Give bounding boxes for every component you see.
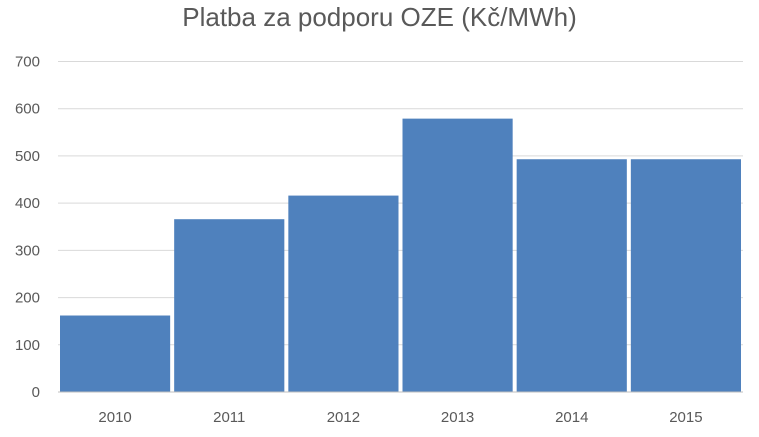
x-tick-label: 2014 <box>555 409 588 426</box>
bar-2012 <box>288 195 399 392</box>
y-tick-label: 500 <box>15 148 40 165</box>
bar-2013 <box>402 118 513 393</box>
x-tick-label: 2013 <box>441 409 474 426</box>
bar-2011 <box>174 219 285 392</box>
y-tick-label: 200 <box>15 290 40 307</box>
y-tick-label: 0 <box>32 384 40 401</box>
y-tick-label: 700 <box>15 54 40 71</box>
bar-2014 <box>516 159 627 392</box>
y-tick-label: 300 <box>15 242 40 259</box>
y-tick-label: 400 <box>15 195 40 212</box>
x-tick-label: 2010 <box>98 409 131 426</box>
y-tick-label: 600 <box>15 101 40 118</box>
x-tick-label: 2012 <box>327 409 360 426</box>
bar-2010 <box>60 315 171 392</box>
chart-title: Platba za podporu OZE (Kč/MWh) <box>182 2 577 32</box>
x-tick-label: 2011 <box>213 409 245 426</box>
x-tick-label: 2015 <box>669 409 702 426</box>
y-tick-label: 100 <box>15 337 40 354</box>
bar-2015 <box>630 159 741 392</box>
